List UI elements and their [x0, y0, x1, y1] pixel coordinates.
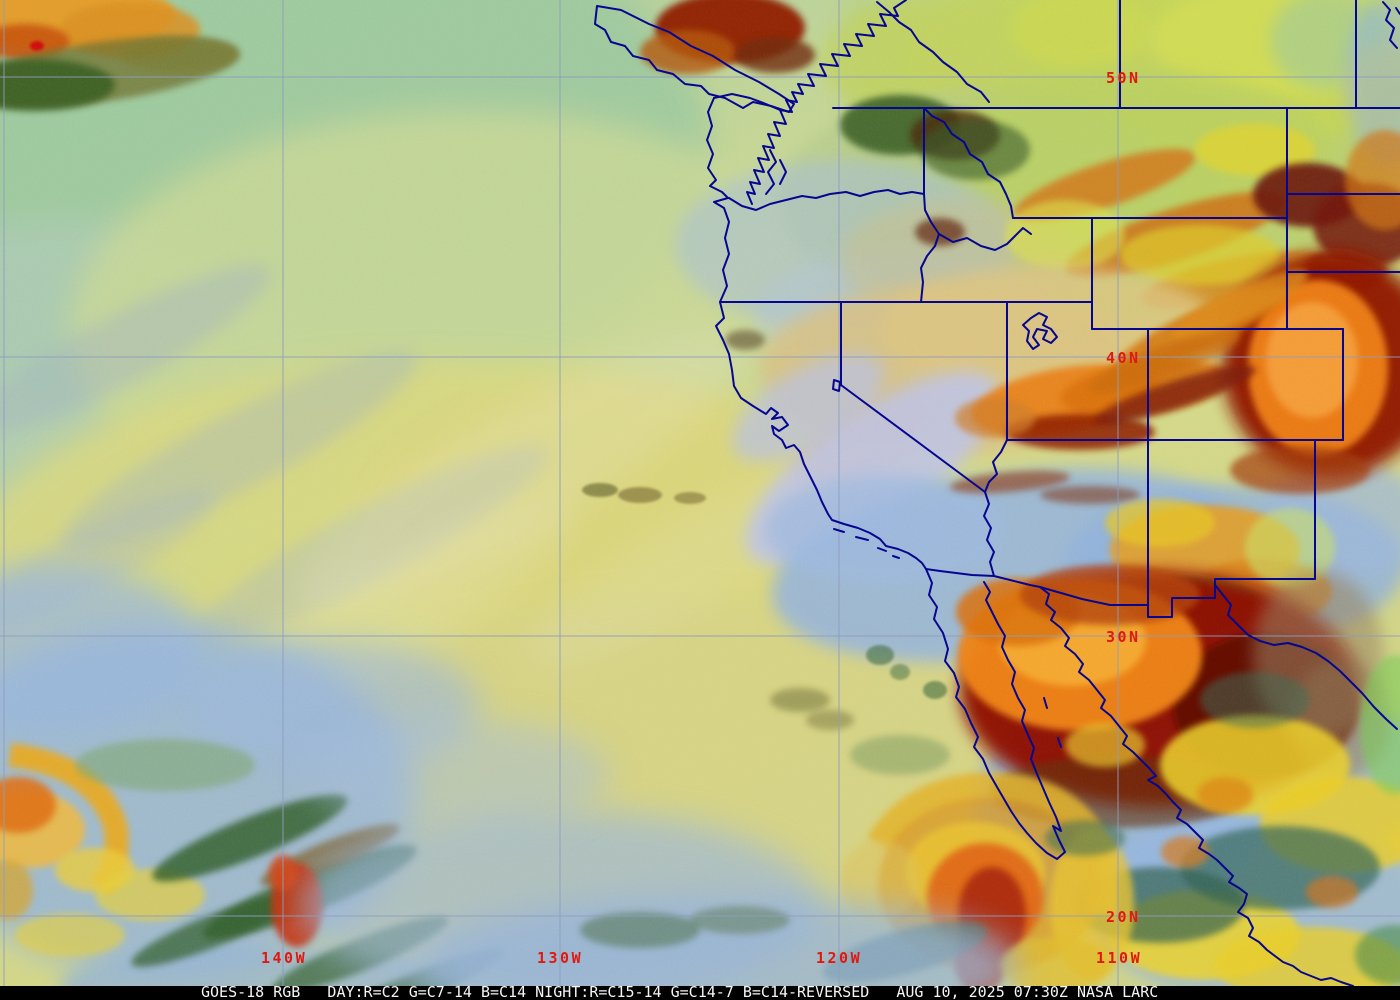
lat-label-50n: 50N	[1106, 69, 1141, 87]
coastline-vancouver-island	[594, 5, 795, 113]
lon-label-110w: 110W	[1096, 949, 1142, 967]
border-rio-grande	[1214, 584, 1398, 730]
border-nv-az-colorado-river	[984, 439, 1008, 493]
border-nm-bootheel	[1147, 584, 1216, 618]
border-us-mexico-west	[925, 568, 1149, 606]
river-bc-fraser	[876, 1, 990, 103]
coastline-channel-islands	[833, 528, 900, 559]
coastline-puget-sound	[746, 99, 793, 205]
coastline-bc-mainland	[785, 0, 907, 103]
lat-label-30n: 30N	[1106, 628, 1141, 646]
coastline-sonora-sinaloa	[1039, 586, 1354, 987]
border-wa-or-columbia-river	[728, 189, 925, 211]
coastline-baja-peninsula	[925, 568, 1066, 860]
footer-text: GOES-18 RGB DAY:R=C2 G=C7-14 B=C14 NIGHT…	[201, 983, 1159, 1000]
gulf-islands	[1043, 697, 1062, 748]
coastline-puget-inlets	[765, 149, 787, 195]
lon-label-120w: 120W	[816, 949, 862, 967]
great-salt-lake	[1022, 312, 1058, 350]
border-or-id-snake	[920, 193, 940, 303]
lat-label-20n: 20N	[1106, 908, 1141, 926]
footer-bar: GOES-18 RGB DAY:R=C2 G=C7-14 B=C14 NIGHT…	[0, 983, 1400, 1000]
lon-label-140w: 140W	[261, 949, 307, 967]
border-id-mt	[923, 107, 1014, 219]
lon-label-130w: 130W	[537, 949, 583, 967]
border-nm-tx-32n	[1214, 578, 1316, 586]
lake-tahoe	[832, 379, 841, 392]
lat-label-40n: 40N	[1106, 349, 1141, 367]
manitoba-lakes	[1382, 1, 1400, 49]
graticule-labels: 50N 40N 30N 20N 140W 130W 120W 110W	[261, 69, 1142, 967]
map-borders	[594, 0, 1400, 987]
river-snake	[938, 227, 1032, 251]
coastline-juan-de-fuca	[713, 93, 781, 111]
border-ca-nv	[840, 301, 995, 577]
